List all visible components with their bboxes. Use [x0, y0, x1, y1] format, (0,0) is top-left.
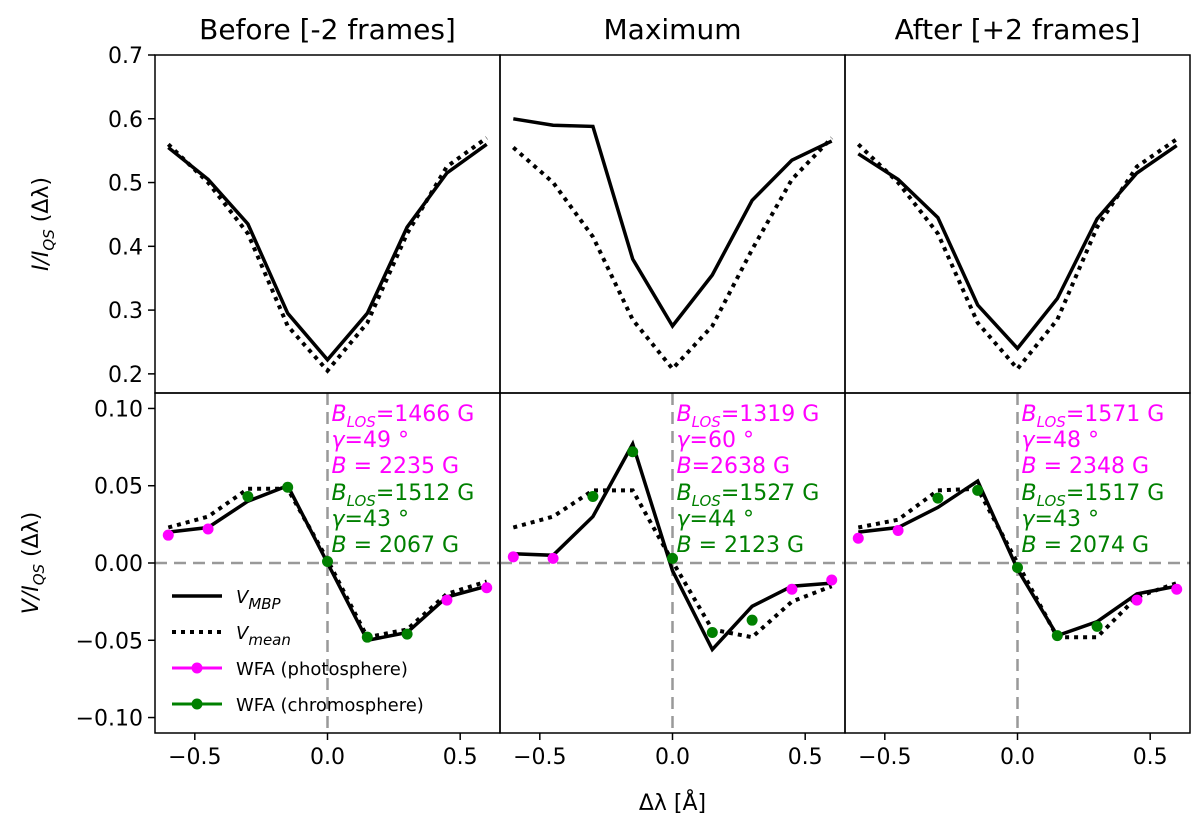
wfa-photosphere-annotation-2: BLOS=1319 G [677, 402, 820, 431]
bottom-panel-frame-3 [844, 392, 1191, 734]
wfa-chromosphere-annotation-1: B = 2067 G [332, 533, 460, 558]
wfa-photosphere-annotation-1: γ=49 ° [332, 428, 409, 453]
wfa-photosphere-point [892, 525, 904, 537]
wfa-chromosphere-annotation-1: BLOS=1512 G [332, 481, 475, 510]
wfa-photosphere-annotation-3: B = 2348 G [1022, 454, 1150, 479]
intensity-mean-line-3 [856, 137, 1178, 372]
wfa-photosphere-point [547, 552, 559, 564]
intensity-mbp-line-3 [857, 144, 1178, 352]
wfa-chromosphere-point [667, 552, 678, 564]
wfa-chromosphere-annotation-2: γ=44 ° [677, 507, 754, 532]
x-tick-label: 0.0 [310, 745, 345, 770]
x-tick-label: 0.0 [655, 745, 690, 770]
y-tick-label-top: 0.3 [108, 299, 143, 324]
wfa-photosphere-point [1171, 583, 1183, 595]
wfa-chromosphere-annotation-3: BLOS=1517 G [1022, 481, 1165, 510]
wfa-photosphere-annotation-1: B = 2235 G [332, 454, 460, 479]
stokes-v-mean-line-3 [857, 486, 1178, 640]
x-tick-label: 0.5 [1133, 745, 1168, 770]
legend-label-photo: WFA (photosphere) [236, 659, 408, 680]
x-tick-label: −0.5 [168, 745, 221, 770]
intensity-mbp-line-2 [513, 117, 833, 330]
wfa-chromosphere-point [1012, 562, 1023, 574]
wfa-photosphere-point [786, 583, 798, 595]
wfa-chromosphere-point [627, 446, 639, 458]
y-tick-label-top: 0.4 [108, 235, 143, 260]
y-axis-label-bottom-group: V/IQS (Δλ) [19, 512, 48, 615]
wfa-photosphere-point [1131, 594, 1143, 606]
stokes-v-mean-line-1 [167, 486, 488, 640]
wfa-photosphere-annotation-3: BLOS=1571 G [1022, 402, 1165, 431]
y-tick-label-bottom: −0.05 [76, 629, 143, 654]
wfa-photosphere-point [826, 574, 838, 586]
wfa-chromosphere-point [361, 631, 373, 643]
wfa-photosphere-point [202, 523, 214, 535]
wfa-chromosphere-point [706, 627, 718, 639]
wfa-chromosphere-point [972, 484, 984, 496]
y-tick-label-bottom: 0.05 [94, 475, 143, 500]
wfa-photosphere-annotation-3: γ=48 ° [1022, 428, 1099, 453]
wfa-photosphere-point [852, 532, 864, 544]
x-axis-label: Δλ [Å] [639, 789, 706, 816]
legend-label-chromo: WFA (chromosphere) [236, 695, 424, 716]
y-tick-label-bottom: −0.10 [76, 707, 143, 732]
y-tick-label-top: 0.5 [108, 172, 143, 197]
wfa-chromosphere-point [322, 555, 333, 567]
wfa-photosphere-point [162, 529, 174, 541]
wfa-chromosphere-annotation-2: BLOS=1527 G [677, 481, 820, 510]
wfa-chromosphere-annotation-3: B = 2074 G [1022, 533, 1150, 558]
panel-title-3: After [+2 frames] [895, 13, 1141, 46]
y-tick-label-top: 0.2 [108, 363, 143, 388]
stokes-v-mbp-line-2 [513, 439, 832, 653]
wfa-photosphere-annotation-2: B=2638 G [677, 454, 791, 479]
wfa-chromosphere-point [242, 491, 254, 503]
intensity-mbp-line-1 [167, 142, 488, 363]
x-tick-label: 0.5 [443, 745, 478, 770]
legend-label-mbp: VMBP [236, 587, 282, 613]
wfa-chromosphere-point [746, 614, 758, 626]
y-axis-label-top: I/IQS (Δλ) [29, 177, 58, 271]
wfa-photosphere-point [441, 594, 453, 606]
legend-label-mean: Vmean [236, 623, 291, 649]
y-axis-label-bottom: V/IQS (Δλ) [19, 512, 48, 615]
wfa-chromosphere-point [401, 628, 413, 640]
top-panel-frame-3 [844, 54, 1191, 394]
wfa-photosphere-point [507, 551, 519, 563]
top-panel-frame-1 [154, 54, 501, 394]
y-tick-label-bottom: 0.00 [94, 552, 143, 577]
y-tick-label-bottom: 0.10 [94, 397, 143, 422]
legend-photo-marker [191, 662, 203, 674]
y-axis-label-top-group: I/IQS (Δλ) [29, 177, 58, 271]
wfa-photosphere-annotation-1: BLOS=1466 G [332, 402, 475, 431]
wfa-photosphere-point [481, 582, 493, 594]
top-panel-frame-2 [499, 54, 846, 394]
wfa-chromosphere-point [1051, 630, 1063, 642]
wfa-chromosphere-annotation-2: B = 2123 G [677, 533, 805, 558]
x-tick-label: 0.5 [788, 745, 823, 770]
y-tick-label-top: 0.7 [108, 44, 143, 69]
x-tick-label: −0.5 [513, 745, 566, 770]
wfa-chromosphere-point [587, 491, 599, 503]
intensity-mean-line-1 [166, 136, 488, 374]
x-tick-label: 0.0 [1000, 745, 1035, 770]
wfa-photosphere-annotation-2: γ=60 ° [677, 428, 754, 453]
x-tick-label: −0.5 [858, 745, 911, 770]
wfa-chromosphere-annotation-3: γ=43 ° [1022, 507, 1099, 532]
legend-chromo-marker [191, 698, 203, 710]
wfa-chromosphere-point [282, 481, 294, 493]
wfa-chromosphere-point [932, 492, 944, 504]
wfa-chromosphere-point [1091, 620, 1103, 632]
panel-title-2: Maximum [604, 13, 742, 46]
y-tick-label-top: 0.6 [108, 108, 143, 133]
intensity-mean-line-2 [511, 136, 834, 372]
panel-title-1: Before [-2 frames] [199, 13, 456, 46]
wfa-chromosphere-annotation-1: γ=43 ° [332, 507, 409, 532]
